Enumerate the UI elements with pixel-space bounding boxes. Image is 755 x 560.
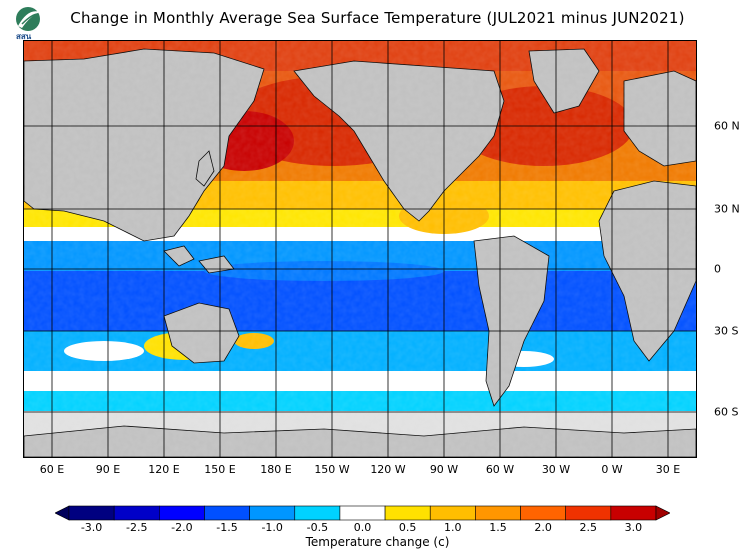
leaf-logo-icon [16, 7, 40, 31]
latitude-tick-label: 0 [714, 262, 721, 276]
colorbar-title: Temperature change (c) [305, 535, 450, 549]
longitude-tick-label: 120 E [148, 463, 180, 476]
longitude-tick-label: 120 W [370, 463, 406, 476]
colorbar-under-arrow [55, 505, 70, 521]
colorbar-segment [384, 505, 431, 521]
colorbar-tick-label: 0.5 [398, 521, 417, 534]
logo-text: สสน [16, 32, 32, 41]
colorbar-tick-label: -1.5 [216, 521, 238, 534]
colorbar-tick-label: 1.5 [489, 521, 507, 534]
colorbar-segment [294, 505, 341, 521]
colorbar-segment [159, 505, 205, 521]
latitude-tick-label: 60 N [714, 119, 740, 133]
colorbar-segment [113, 505, 160, 521]
colorbar-tick-label: -1.0 [261, 521, 283, 534]
sst-change-map [23, 40, 697, 458]
colorbar-segment [610, 505, 657, 521]
colorbar-tick-label: 0.0 [353, 521, 372, 534]
longitude-tick-label: 30 W [541, 463, 571, 476]
colorbar-segment [339, 505, 386, 521]
organization-logo: สสน [8, 4, 60, 42]
colorbar-segment [565, 505, 612, 521]
map-canvas [24, 41, 696, 457]
chart-title: Change in Monthly Average Sea Surface Te… [70, 9, 685, 27]
longitude-tick-label: 60 E [39, 463, 65, 476]
longitude-tick-label: 150 W [314, 463, 350, 476]
colorbar-over-arrow [655, 505, 670, 521]
colorbar-segment [520, 505, 566, 521]
colorbar-tick-label: -0.5 [306, 521, 329, 534]
map-gridlines [24, 41, 696, 457]
latitude-tick-label: 30 N [714, 202, 740, 216]
colorbar-tick-label: -2.5 [125, 521, 148, 534]
colorbar-segment [68, 505, 115, 521]
data-texture [24, 41, 696, 457]
latitude-tick-label: 60 S [714, 405, 739, 419]
longitude-tick-label: 150 E [204, 463, 236, 476]
longitude-tick-label: 60 W [485, 463, 515, 476]
colorbar-tick-label: 1.0 [444, 521, 462, 534]
longitude-tick-label: 90 E [95, 463, 121, 476]
colorbar-segment [475, 505, 521, 521]
longitude-tick-label: 90 W [429, 463, 459, 476]
colorbar-tick-label: 2.5 [579, 521, 598, 534]
colorbar-segment [249, 505, 296, 521]
longitude-tick-label: 30 E [655, 463, 681, 476]
colorbar-tick-label: -2.0 [171, 521, 193, 534]
colorbar-segment [429, 505, 476, 521]
colorbar [55, 505, 670, 521]
longitude-tick-label: 180 E [260, 463, 292, 476]
colorbar-tick-label: 3.0 [624, 521, 643, 534]
longitude-tick-label: 0 W [601, 463, 623, 476]
colorbar-tick-label: 2.0 [534, 521, 552, 534]
colorbar-segment [204, 505, 250, 521]
latitude-tick-label: 30 S [714, 324, 739, 338]
colorbar-tick-label: -3.0 [80, 521, 103, 534]
